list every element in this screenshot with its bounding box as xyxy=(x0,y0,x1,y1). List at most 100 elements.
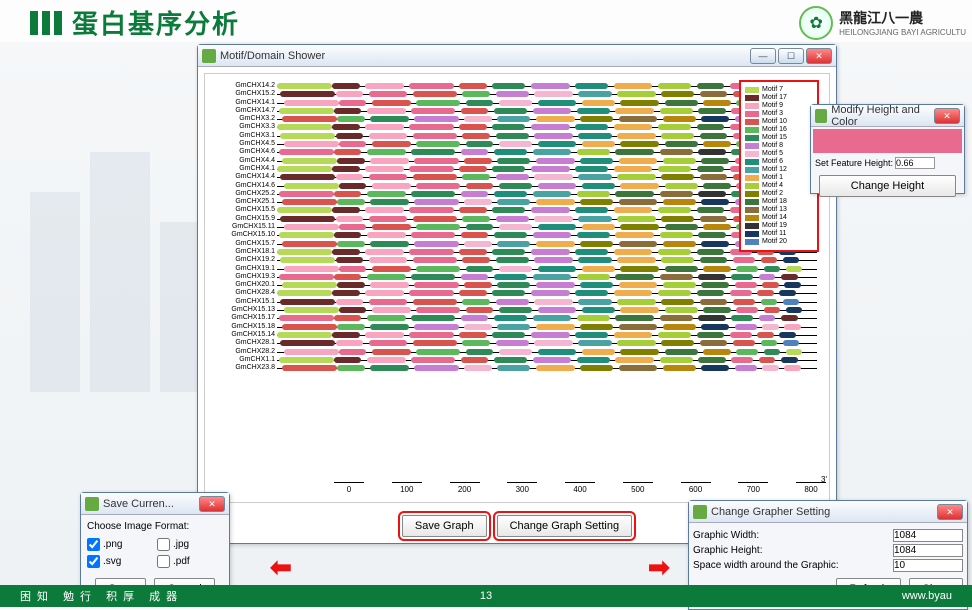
motif-segment xyxy=(658,207,691,213)
motif-segment xyxy=(701,365,729,371)
motif-segment xyxy=(336,257,364,263)
main-titlebar[interactable]: Motif/Domain Shower — ☐ ✕ xyxy=(198,45,836,67)
motif-segment xyxy=(538,100,577,106)
motif-segment xyxy=(697,166,725,172)
close-button[interactable]: ✕ xyxy=(199,496,225,512)
motif-segment xyxy=(496,299,529,305)
motif-segment xyxy=(497,324,530,330)
motif-segment xyxy=(658,124,691,130)
format-option[interactable]: .pdf xyxy=(157,555,223,568)
motif-segment xyxy=(414,116,458,122)
motif-segment xyxy=(336,299,364,305)
motif-segment xyxy=(660,232,693,238)
motif-segment xyxy=(461,274,489,280)
motif-segment xyxy=(497,282,530,288)
motif-segment xyxy=(580,241,613,247)
space-width-input[interactable] xyxy=(893,559,963,572)
motif-segment xyxy=(735,365,757,371)
motif-segment xyxy=(759,315,776,321)
motif-segment xyxy=(697,249,725,255)
motif-segment xyxy=(582,307,615,313)
motif-segment xyxy=(339,266,367,272)
motif-segment xyxy=(700,133,728,139)
motif-segment xyxy=(534,299,573,305)
motif-segment xyxy=(703,349,731,355)
format-option[interactable]: .svg xyxy=(87,555,153,568)
close-button[interactable]: ✕ xyxy=(937,504,963,520)
motif-segment xyxy=(332,290,360,296)
motif-segment xyxy=(660,315,693,321)
motif-segment xyxy=(577,232,610,238)
motif-segment xyxy=(334,315,362,321)
motif-segment xyxy=(496,174,529,180)
motif-segment xyxy=(279,357,334,363)
motif-segment xyxy=(459,124,487,130)
motif-segment xyxy=(531,166,570,172)
legend-swatch xyxy=(745,119,759,125)
motif-segment xyxy=(282,241,337,247)
graphic-height-input[interactable] xyxy=(893,544,963,557)
change-height-button[interactable]: Change Height xyxy=(819,175,957,197)
format-checkbox[interactable] xyxy=(87,538,100,551)
motif-segment xyxy=(580,282,613,288)
save-graph-button[interactable]: Save Graph xyxy=(402,515,487,537)
motif-segment xyxy=(411,108,455,114)
motif-segment xyxy=(332,166,360,172)
motif-segment xyxy=(663,116,696,122)
feature-height-input[interactable] xyxy=(895,157,935,169)
legend-item: Motif 18 xyxy=(745,198,813,206)
motif-segment xyxy=(703,183,731,189)
motif-segment xyxy=(365,83,404,89)
motif-segment xyxy=(578,340,611,346)
motif-segment xyxy=(614,207,653,213)
format-checkbox[interactable] xyxy=(157,555,170,568)
x-tick: 100 xyxy=(392,482,422,494)
graphic-width-input[interactable] xyxy=(893,529,963,542)
motif-segment xyxy=(279,149,334,155)
motif-segment xyxy=(332,249,360,255)
format-option[interactable]: .png xyxy=(87,538,153,551)
maximize-button[interactable]: ☐ xyxy=(778,48,804,64)
motif-segment xyxy=(619,282,658,288)
change-graph-setting-button[interactable]: Change Graph Setting xyxy=(497,515,632,537)
motif-segment xyxy=(660,357,693,363)
graphic-width-label: Graphic Width: xyxy=(693,530,893,541)
motif-segment xyxy=(372,266,411,272)
motif-segment xyxy=(781,315,798,321)
format-option[interactable]: .jpg xyxy=(157,538,223,551)
motif-segment xyxy=(494,149,527,155)
color-swatch[interactable] xyxy=(813,129,962,153)
motif-segment xyxy=(284,100,339,106)
motif-segment xyxy=(578,257,611,263)
format-checkbox[interactable] xyxy=(157,538,170,551)
close-button[interactable]: ✕ xyxy=(806,48,832,64)
motif-segment xyxy=(703,141,731,147)
x-tick: 0 xyxy=(334,482,364,494)
format-checkbox[interactable] xyxy=(87,555,100,568)
motif-segment xyxy=(411,232,455,238)
motif-segment xyxy=(411,149,455,155)
motif-segment xyxy=(337,158,365,164)
motif-segment xyxy=(620,224,659,230)
motif-segment xyxy=(337,324,365,330)
motif-segment xyxy=(701,282,729,288)
legend-swatch xyxy=(745,159,759,165)
motif-segment xyxy=(464,324,492,330)
setting-titlebar[interactable]: Change Grapher Setting ✕ xyxy=(689,501,967,523)
motif-segment xyxy=(703,224,731,230)
motif-shower-window: Motif/Domain Shower — ☐ ✕ GmCHX14.2GmCHX… xyxy=(197,44,837,544)
modify-titlebar[interactable]: Modify Height and Color ✕ xyxy=(811,105,964,127)
close-button[interactable]: ✕ xyxy=(934,108,960,124)
motif-segment xyxy=(617,174,656,180)
motif-segment xyxy=(697,290,725,296)
motif-segment xyxy=(280,216,335,222)
save-titlebar[interactable]: Save Curren... ✕ xyxy=(81,493,229,515)
motif-segment xyxy=(735,282,757,288)
gene-track xyxy=(277,306,829,314)
minimize-button[interactable]: — xyxy=(750,48,776,64)
motif-segment xyxy=(531,83,570,89)
motif-segment xyxy=(536,241,575,247)
motif-segment xyxy=(538,224,577,230)
motif-segment xyxy=(462,133,490,139)
legend-item: Motif 14 xyxy=(745,214,813,222)
